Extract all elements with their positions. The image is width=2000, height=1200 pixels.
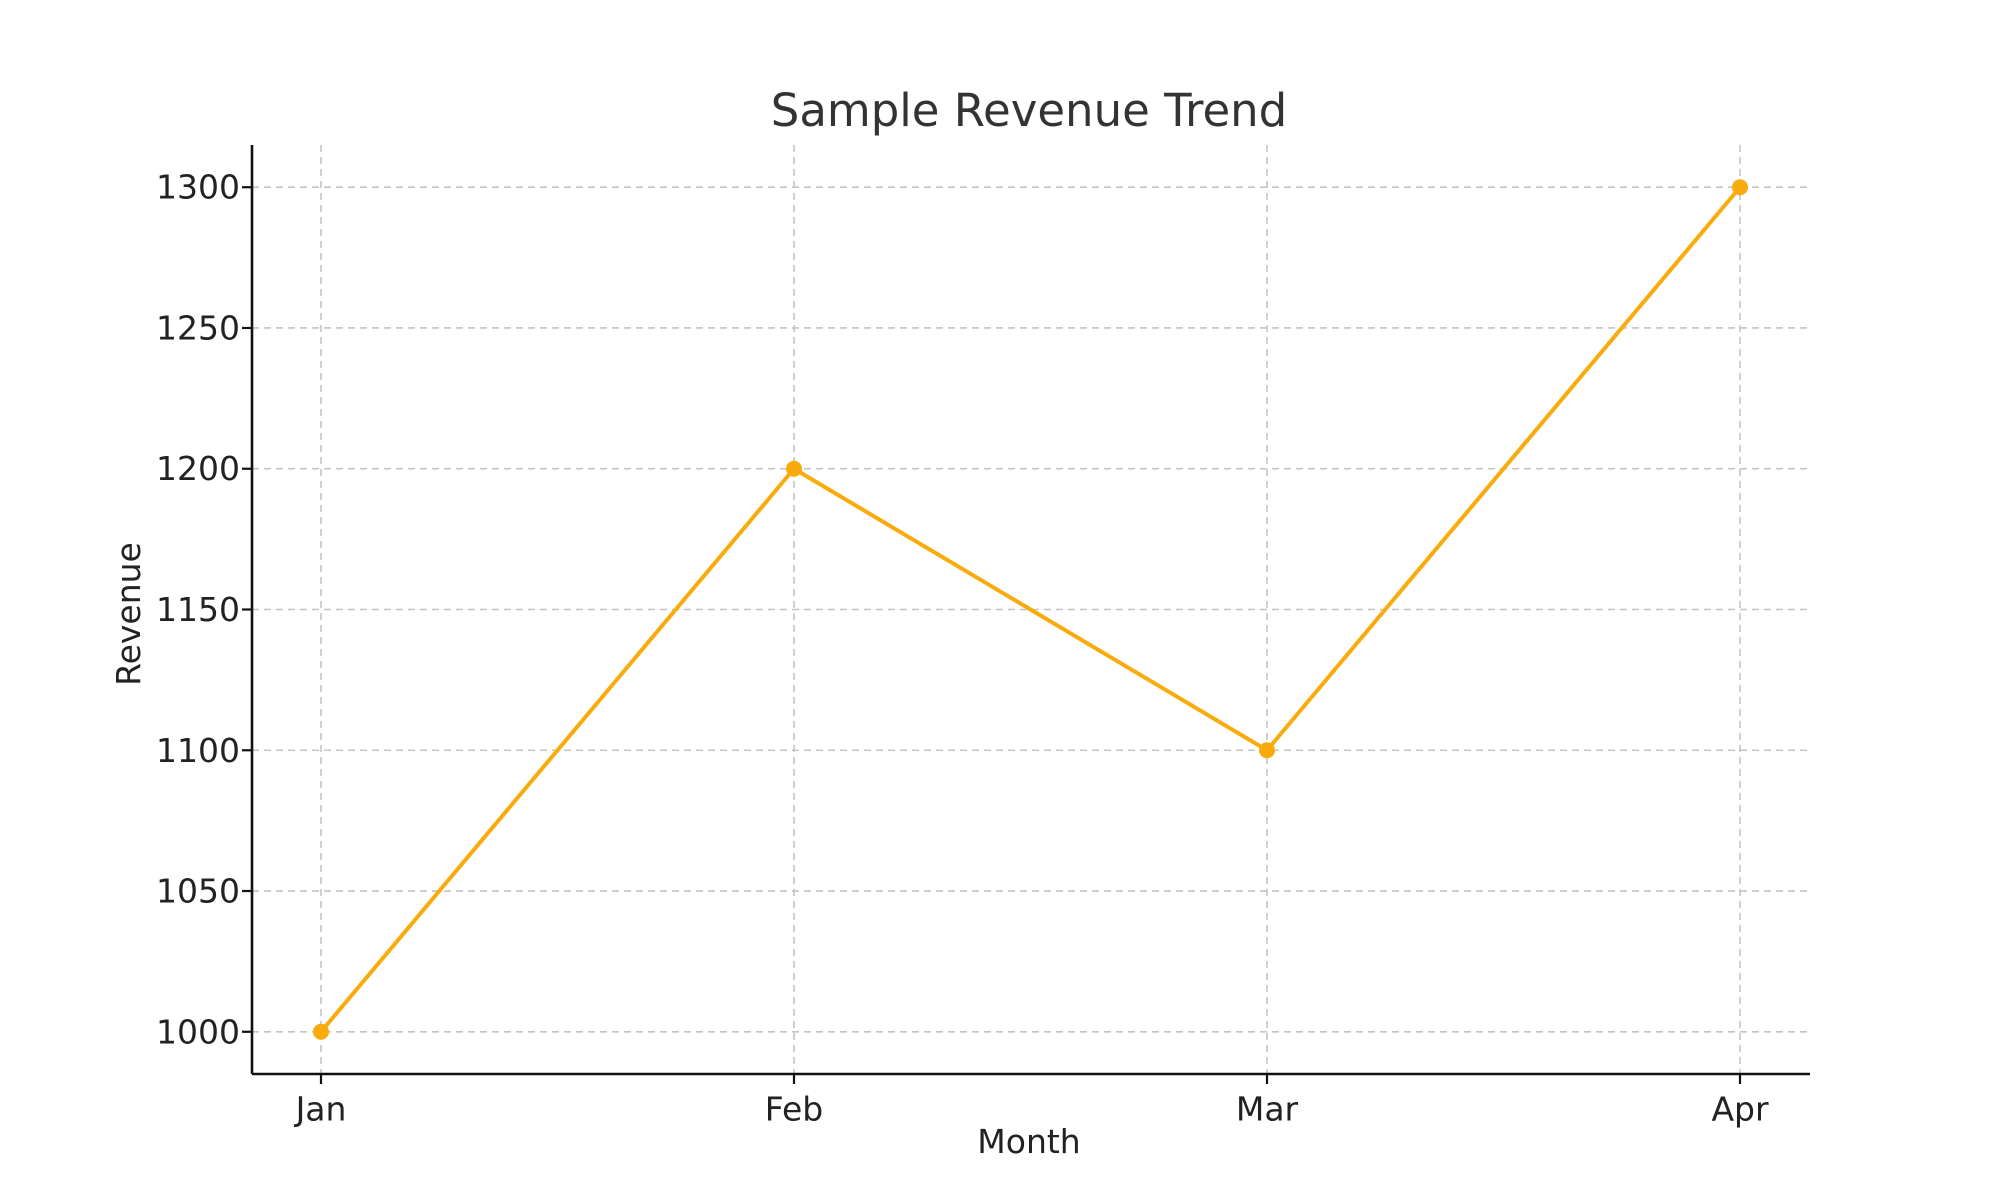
series-line xyxy=(319,185,1742,1034)
data-point xyxy=(1259,742,1275,759)
y-tick-label: 1300 xyxy=(156,168,240,207)
x-tick-label: Apr xyxy=(1711,1090,1769,1129)
y-axis-ticks: 1000 1050 1100 1150 1200 1250 1300 xyxy=(156,168,252,1051)
x-tick-label: Feb xyxy=(765,1090,823,1129)
chart-title: Sample Revenue Trend xyxy=(771,84,1287,137)
series-line-group xyxy=(313,179,1748,1040)
data-point xyxy=(786,460,802,477)
series-layer xyxy=(313,179,1748,1040)
y-tick-label: 1150 xyxy=(156,590,240,629)
x-axis-ticks: Jan Feb Mar Apr xyxy=(294,1074,1769,1129)
data-point xyxy=(1732,179,1748,196)
data-point xyxy=(313,1023,329,1040)
y-tick-label: 1100 xyxy=(156,731,240,770)
grid xyxy=(252,145,1810,1074)
x-tick-label: Mar xyxy=(1236,1090,1299,1129)
y-tick-label: 1200 xyxy=(156,449,240,488)
x-axis-label: Month xyxy=(977,1122,1080,1161)
y-tick-label: 1000 xyxy=(156,1012,240,1051)
y-tick-label: 1250 xyxy=(156,308,240,347)
y-axis-label: Revenue xyxy=(109,542,148,686)
x-tick-label: Jan xyxy=(294,1090,347,1129)
y-tick-label: 1050 xyxy=(156,872,240,911)
